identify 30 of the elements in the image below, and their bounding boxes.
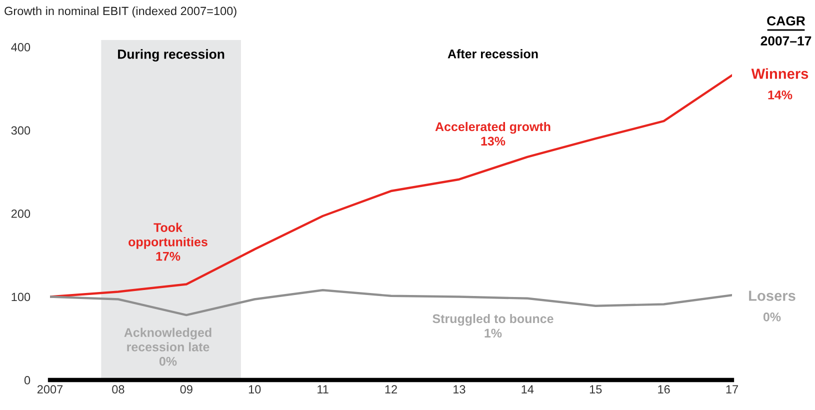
y-tick-label: 100 — [12, 292, 30, 302]
annotation: Took opportunities 17% — [128, 222, 208, 261]
x-tick-label: 14 — [522, 385, 534, 394]
y-tick-label: 400 — [11, 43, 30, 52]
x-tick-label: 16 — [658, 385, 670, 394]
text: CAGR — [767, 16, 806, 26]
x-tick-label: 09 — [180, 385, 192, 394]
x-tick-label: 11 — [318, 385, 328, 394]
x-tick-label: 10 — [248, 385, 261, 394]
line-series — [50, 74, 732, 298]
y-tick-label: 0 — [24, 376, 30, 384]
series-label: Losers — [749, 290, 796, 301]
band-label: During recession — [118, 49, 224, 62]
x-tick-label: 17 — [726, 385, 738, 394]
x-tick-label: 12 — [385, 385, 397, 394]
annotation: Acknowledged recession late 0% — [124, 328, 212, 366]
annotation: Accelerated growth 13% — [435, 122, 550, 146]
y-tick-label: 200 — [11, 210, 30, 218]
text: 2007–17 — [760, 36, 812, 46]
x-tick-label: 2007 — [37, 385, 63, 394]
x-tick-label: 13 — [454, 385, 466, 394]
text: 14% — [768, 90, 792, 100]
y-tick-label: 300 — [11, 126, 30, 135]
text: 0% — [763, 312, 781, 322]
chart-title: Growth in nominal EBIT (indexed 2007=100) — [4, 6, 236, 18]
annotation: Struggled to bounce 1% — [432, 314, 554, 338]
annotation: After recession — [448, 49, 538, 58]
x-tick-label: 08 — [112, 385, 124, 394]
x-tick-label: 15 — [590, 385, 602, 394]
series-label: Winners — [751, 68, 808, 79]
